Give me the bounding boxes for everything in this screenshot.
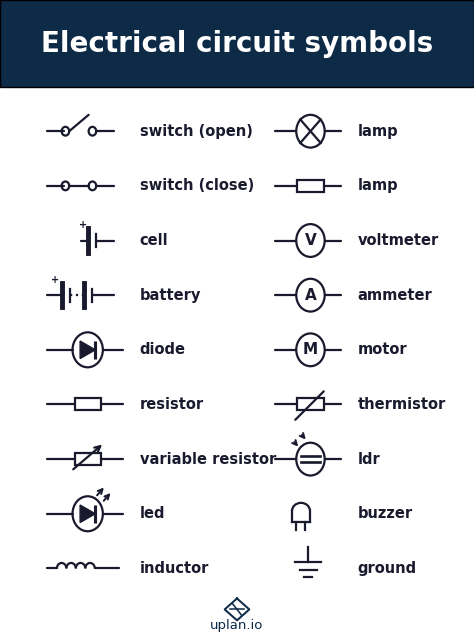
Text: ground: ground (358, 561, 417, 576)
Text: resistor: resistor (140, 397, 204, 412)
Text: diode: diode (140, 342, 186, 358)
Text: M: M (303, 342, 318, 358)
Bar (75, 453, 100, 465)
Text: switch (open): switch (open) (140, 124, 253, 139)
Text: thermistor: thermistor (358, 397, 446, 412)
Text: +: + (51, 275, 60, 285)
Bar (298, 398, 323, 410)
Text: Electrical circuit symbols: Electrical circuit symbols (41, 30, 433, 58)
Text: motor: motor (358, 342, 408, 358)
Text: V: V (305, 233, 316, 248)
Text: variable resistor: variable resistor (140, 451, 276, 467)
Bar (298, 180, 323, 192)
Text: lamp: lamp (358, 178, 399, 193)
Text: buzzer: buzzer (358, 507, 413, 521)
Text: battery: battery (140, 288, 201, 302)
Text: ldr: ldr (358, 451, 381, 467)
Text: A: A (305, 288, 316, 302)
Polygon shape (80, 341, 95, 359)
Text: switch (close): switch (close) (140, 178, 254, 193)
Text: led: led (140, 507, 165, 521)
Text: inductor: inductor (140, 561, 209, 576)
Text: lamp: lamp (358, 124, 399, 139)
Text: cell: cell (140, 233, 168, 248)
Text: +: + (79, 220, 87, 230)
Text: voltmeter: voltmeter (358, 233, 439, 248)
Bar (75, 398, 100, 410)
Text: uplan.io: uplan.io (210, 619, 264, 632)
Polygon shape (80, 505, 95, 522)
Text: ammeter: ammeter (358, 288, 433, 302)
